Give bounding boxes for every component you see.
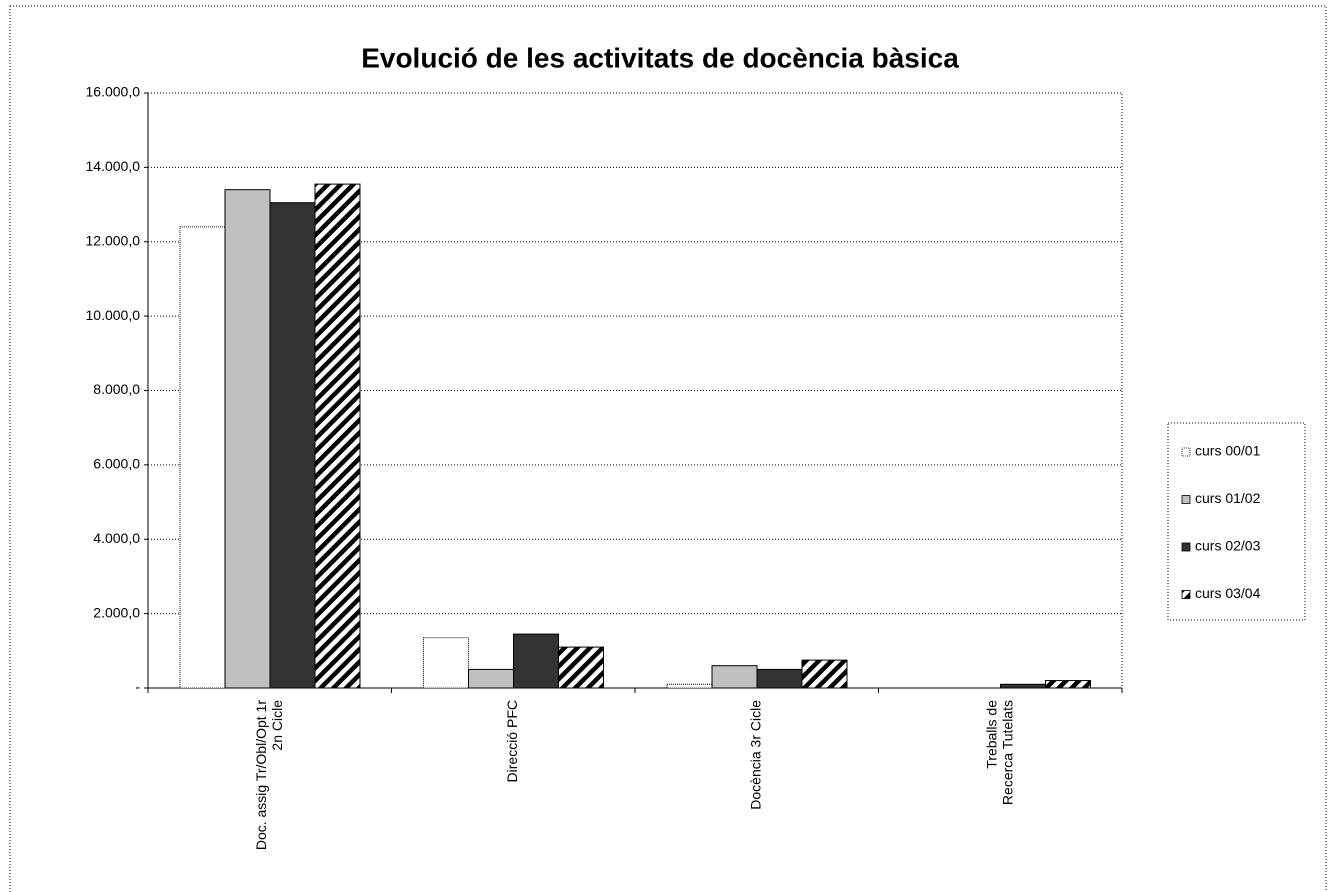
bar [224, 189, 271, 689]
x-tick-label: Direcció PFC [504, 700, 520, 782]
bar [468, 668, 514, 689]
y-tick-label: 14.000,0 [86, 158, 141, 174]
y-tick-label: 12.000,0 [86, 232, 141, 248]
y-tick-label: - [135, 679, 140, 695]
legend-swatch [1181, 447, 1191, 457]
y-tick-label: 16.000,0 [86, 84, 141, 100]
legend-swatch [1181, 542, 1191, 552]
legend-label: curs 00/01 [1195, 443, 1261, 459]
y-tick-label: 10.000,0 [86, 307, 141, 323]
legend-label: curs 02/03 [1195, 538, 1261, 554]
x-tick-label: Docència 3r Cicle [747, 700, 763, 810]
bar [513, 633, 559, 689]
bar [801, 659, 848, 689]
bar [711, 665, 758, 689]
bar [756, 668, 803, 689]
bar [179, 226, 226, 689]
bar [666, 683, 713, 689]
bar [423, 637, 469, 689]
legend-swatch [1181, 590, 1191, 599]
bar [1000, 683, 1046, 689]
legend-swatch [1181, 495, 1191, 504]
y-tick-label: 8.000,0 [93, 381, 140, 397]
bar [558, 646, 604, 689]
legend-box [1167, 422, 1306, 621]
bar [314, 183, 361, 689]
bar [269, 202, 316, 689]
legend-label: curs 01/02 [1195, 490, 1261, 506]
y-tick-label: 6.000,0 [93, 456, 140, 472]
x-tick-label: Treballs deRecerca Tutelats [983, 700, 1015, 805]
bar [1045, 680, 1091, 689]
legend-label: curs 03/04 [1195, 585, 1261, 601]
chart-title: Evolució de les activitats de docència b… [361, 42, 959, 73]
x-tick-label: Doc. assig Tr/Obl/Opt 1r2n Cicle [252, 700, 284, 850]
y-tick-label: 4.000,0 [93, 530, 140, 546]
y-tick-label: 2.000,0 [93, 604, 140, 620]
